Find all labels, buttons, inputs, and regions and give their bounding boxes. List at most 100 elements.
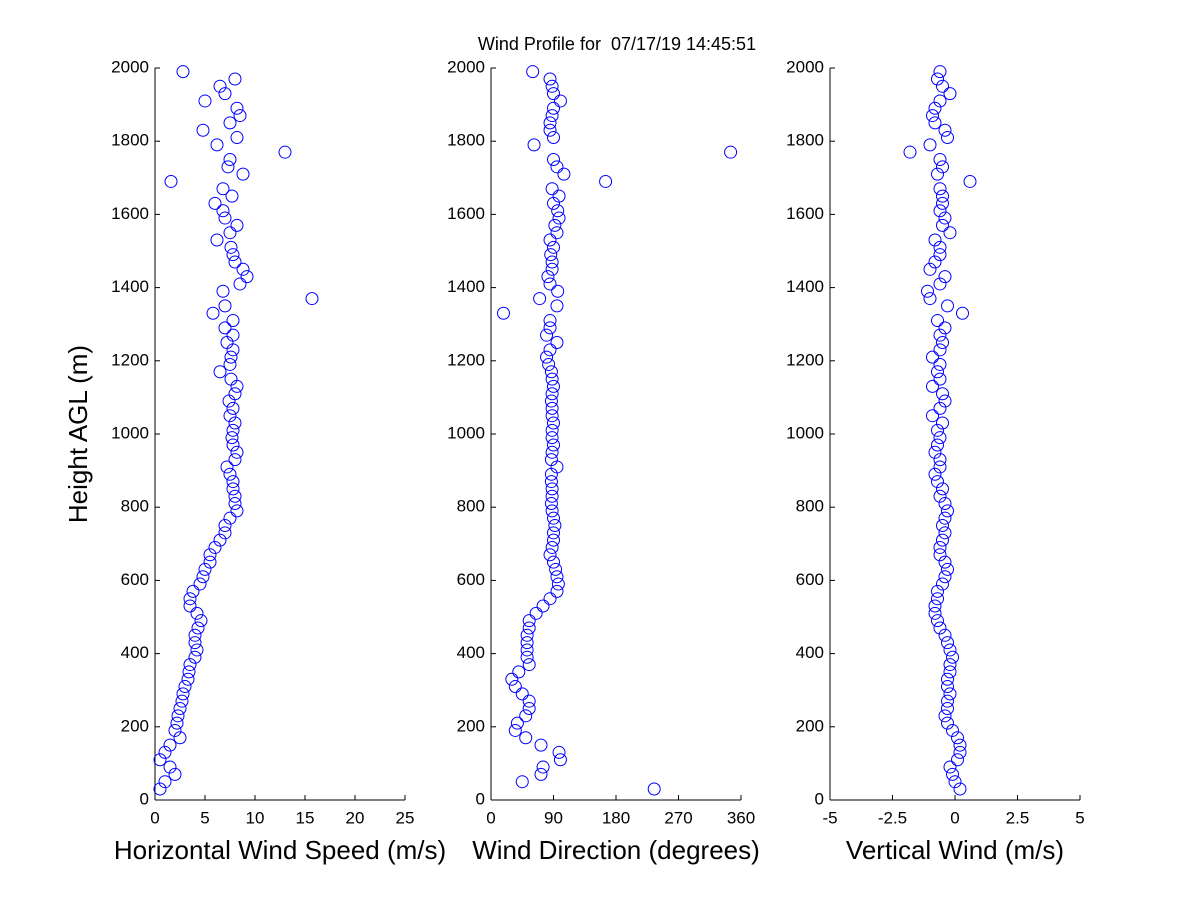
data-point <box>547 87 560 101</box>
data-point <box>196 570 210 584</box>
data-point <box>936 387 949 401</box>
data-point <box>536 599 550 613</box>
data-point <box>520 650 534 664</box>
data-point <box>943 658 957 672</box>
x-axis-label: Horizontal Wind Speed (m/s) <box>114 835 446 865</box>
data-point <box>553 753 567 767</box>
y-tick-label: 2000 <box>447 57 485 76</box>
data-point <box>522 621 536 635</box>
data-point <box>226 482 240 496</box>
data-point <box>933 453 947 467</box>
data-point <box>240 270 254 284</box>
y-tick-label: 600 <box>121 570 149 589</box>
data-point <box>522 694 536 708</box>
data-point <box>941 636 954 650</box>
data-point <box>938 394 952 408</box>
data-point <box>218 526 232 540</box>
data-point <box>196 123 210 137</box>
x-axis-label: Vertical Wind (m/s) <box>846 835 1064 865</box>
data-point <box>943 643 957 657</box>
data-point <box>547 153 560 166</box>
data-point <box>550 336 564 349</box>
data-point <box>544 365 558 379</box>
data-point <box>213 365 227 379</box>
y-axis-label: Height AGL (m) <box>63 345 93 523</box>
data-point <box>956 306 969 320</box>
data-point <box>936 218 949 232</box>
data-point <box>941 299 954 313</box>
data-point <box>928 101 942 115</box>
data-point <box>206 306 220 320</box>
data-point <box>228 453 242 467</box>
data-point <box>545 409 559 423</box>
data-point <box>926 350 939 364</box>
data-point <box>228 72 242 86</box>
x-tick-label: 0 <box>486 808 495 827</box>
data-point <box>933 460 947 474</box>
data-point <box>223 226 237 240</box>
data-point <box>933 621 947 635</box>
data-point <box>933 431 947 445</box>
data-point <box>544 497 558 511</box>
data-point <box>943 226 957 240</box>
data-point <box>931 423 944 437</box>
data-point <box>936 160 949 174</box>
data-point <box>548 218 562 232</box>
data-point <box>228 489 242 503</box>
data-point <box>515 775 529 789</box>
data-point <box>933 277 947 291</box>
data-point <box>545 79 559 93</box>
data-point <box>933 94 947 108</box>
y-tick-label: 1200 <box>447 350 485 369</box>
data-point <box>218 299 232 313</box>
data-point <box>550 160 564 174</box>
data-point <box>183 599 197 613</box>
data-point <box>158 745 172 759</box>
data-point <box>544 453 558 467</box>
data-point <box>933 540 947 554</box>
data-point <box>213 533 227 547</box>
data-point <box>938 123 952 137</box>
data-point <box>515 687 529 701</box>
data-point <box>938 511 952 525</box>
y-tick-label: 400 <box>796 643 824 662</box>
y-tick-label: 1400 <box>786 277 824 296</box>
data-point <box>547 240 560 254</box>
data-point <box>547 131 560 145</box>
data-point <box>549 562 563 576</box>
data-point <box>946 723 959 737</box>
data-point <box>188 636 202 650</box>
data-point <box>931 72 944 86</box>
data-point <box>163 738 177 752</box>
data-point <box>544 248 558 262</box>
data-point <box>540 350 554 364</box>
data-point <box>188 628 202 642</box>
y-tick-label: 800 <box>796 497 824 516</box>
data-point <box>928 116 942 130</box>
data-point <box>543 233 557 247</box>
data-point <box>228 387 242 401</box>
data-point <box>547 555 560 569</box>
data-point <box>278 145 292 159</box>
y-tick-label: 1600 <box>111 204 149 223</box>
data-point <box>190 606 204 620</box>
y-tick-label: 1000 <box>111 423 149 442</box>
data-point <box>226 475 240 489</box>
y-tick-label: 1600 <box>786 204 824 223</box>
data-point <box>158 775 172 789</box>
data-point <box>547 526 560 540</box>
data-point <box>226 423 240 437</box>
data-point <box>198 562 212 576</box>
y-tick-label: 800 <box>457 497 485 516</box>
data-point <box>547 438 560 452</box>
data-point <box>933 328 947 342</box>
x-tick-label: 0 <box>150 808 159 827</box>
data-point <box>933 65 947 79</box>
data-point <box>520 643 534 657</box>
data-point <box>545 262 559 276</box>
data-point <box>548 519 562 532</box>
data-point <box>230 504 244 518</box>
data-point <box>153 753 167 767</box>
data-point <box>933 548 947 562</box>
